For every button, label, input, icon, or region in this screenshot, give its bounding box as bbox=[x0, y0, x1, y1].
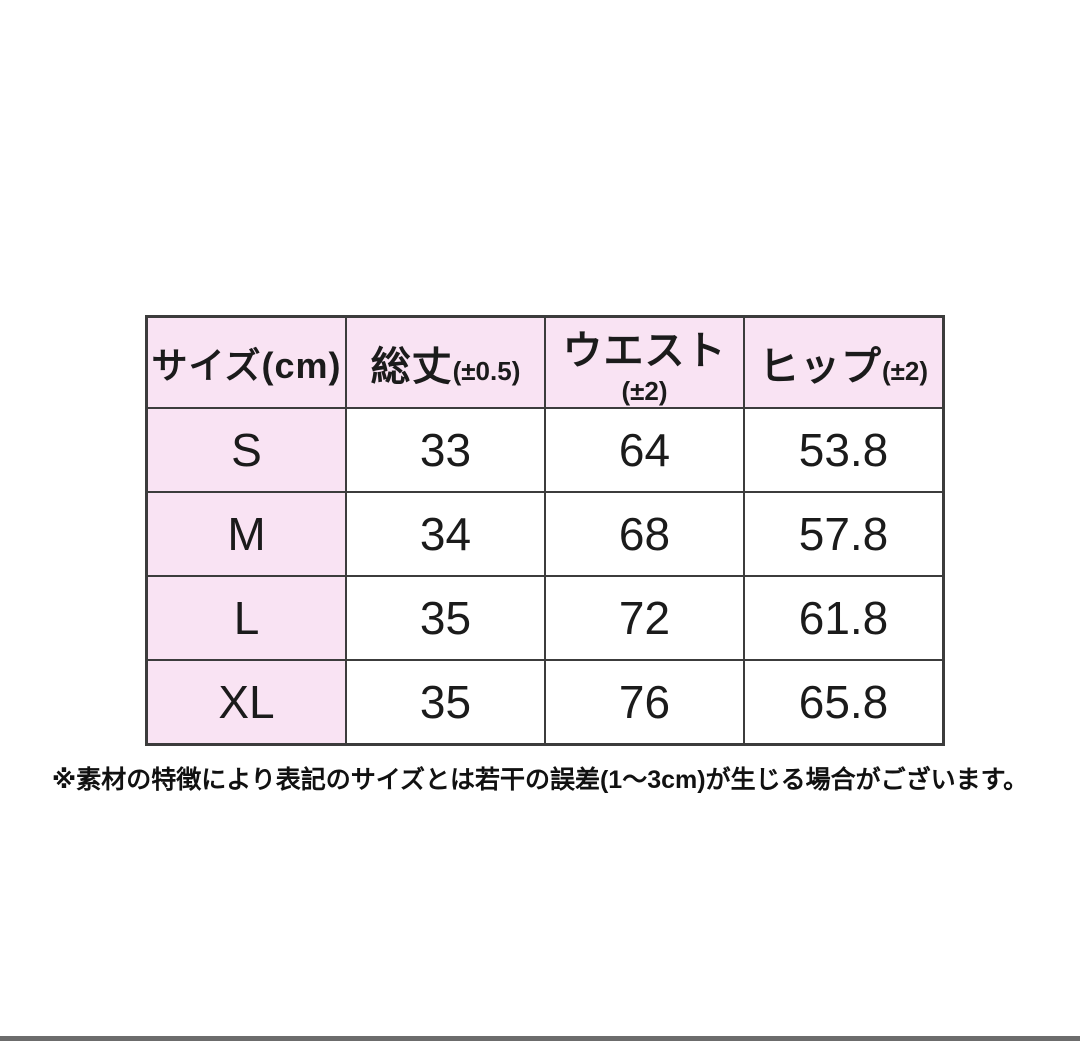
size-cell: L bbox=[145, 575, 347, 661]
waist-value: 72 bbox=[544, 575, 745, 661]
header-length-label: 総丈 bbox=[370, 344, 453, 389]
table-row: M 34 68 57.8 bbox=[145, 491, 945, 577]
size-cell: M bbox=[145, 491, 347, 577]
hip-value: 65.8 bbox=[743, 659, 945, 745]
header-cell-hip: ヒップ(±2) bbox=[743, 315, 945, 409]
hip-value: 61.8 bbox=[743, 575, 945, 661]
header-size-label: サイズ(cm) bbox=[151, 344, 342, 386]
bottom-divider-bar bbox=[0, 1036, 1080, 1041]
header-hip-tolerance: (±2) bbox=[881, 355, 929, 386]
hip-value: 53.8 bbox=[743, 407, 945, 493]
header-waist-label: ウエスト bbox=[562, 329, 727, 373]
header-hip-label: ヒップ bbox=[758, 344, 882, 389]
table-header-row: サイズ(cm) 総丈(±0.5) ウエスト(±2) ヒップ(±2) bbox=[145, 315, 945, 409]
length-value: 34 bbox=[345, 491, 546, 577]
header-length-tolerance: (±0.5) bbox=[452, 355, 521, 386]
length-value: 35 bbox=[345, 575, 546, 661]
material-disclaimer-note: ※素材の特徴により表記のサイズとは若干の誤差(1〜3cm)が生じる場合がございま… bbox=[51, 766, 1029, 794]
header-cell-size: サイズ(cm) bbox=[145, 315, 347, 409]
size-cell: S bbox=[145, 407, 347, 493]
size-chart-table-wrap: サイズ(cm) 総丈(±0.5) ウエスト(±2) ヒップ(±2) S 33 bbox=[145, 315, 945, 746]
size-chart-table: サイズ(cm) 総丈(±0.5) ウエスト(±2) ヒップ(±2) S 33 bbox=[145, 315, 945, 746]
header-waist-tolerance: (±2) bbox=[621, 376, 668, 406]
waist-value: 64 bbox=[544, 407, 745, 493]
waist-value: 76 bbox=[544, 659, 745, 745]
header-cell-length: 総丈(±0.5) bbox=[345, 315, 546, 409]
waist-value: 68 bbox=[544, 491, 745, 577]
table-row: S 33 64 53.8 bbox=[145, 407, 945, 493]
hip-value: 57.8 bbox=[743, 491, 945, 577]
table-row: XL 35 76 65.8 bbox=[145, 659, 945, 745]
length-value: 35 bbox=[345, 659, 546, 745]
size-cell: XL bbox=[145, 659, 347, 745]
header-cell-waist: ウエスト(±2) bbox=[544, 315, 745, 409]
table-row: L 35 72 61.8 bbox=[145, 575, 945, 661]
length-value: 33 bbox=[345, 407, 546, 493]
